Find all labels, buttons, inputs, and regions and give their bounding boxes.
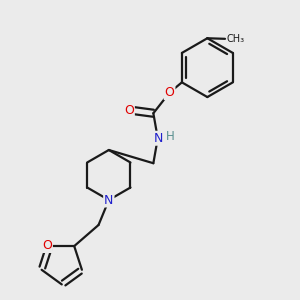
Text: O: O	[42, 239, 52, 252]
Text: H: H	[166, 130, 175, 143]
Text: N: N	[104, 194, 113, 206]
Text: O: O	[124, 104, 134, 117]
Text: O: O	[165, 86, 175, 99]
Text: N: N	[154, 132, 163, 145]
Text: CH₃: CH₃	[226, 34, 244, 44]
